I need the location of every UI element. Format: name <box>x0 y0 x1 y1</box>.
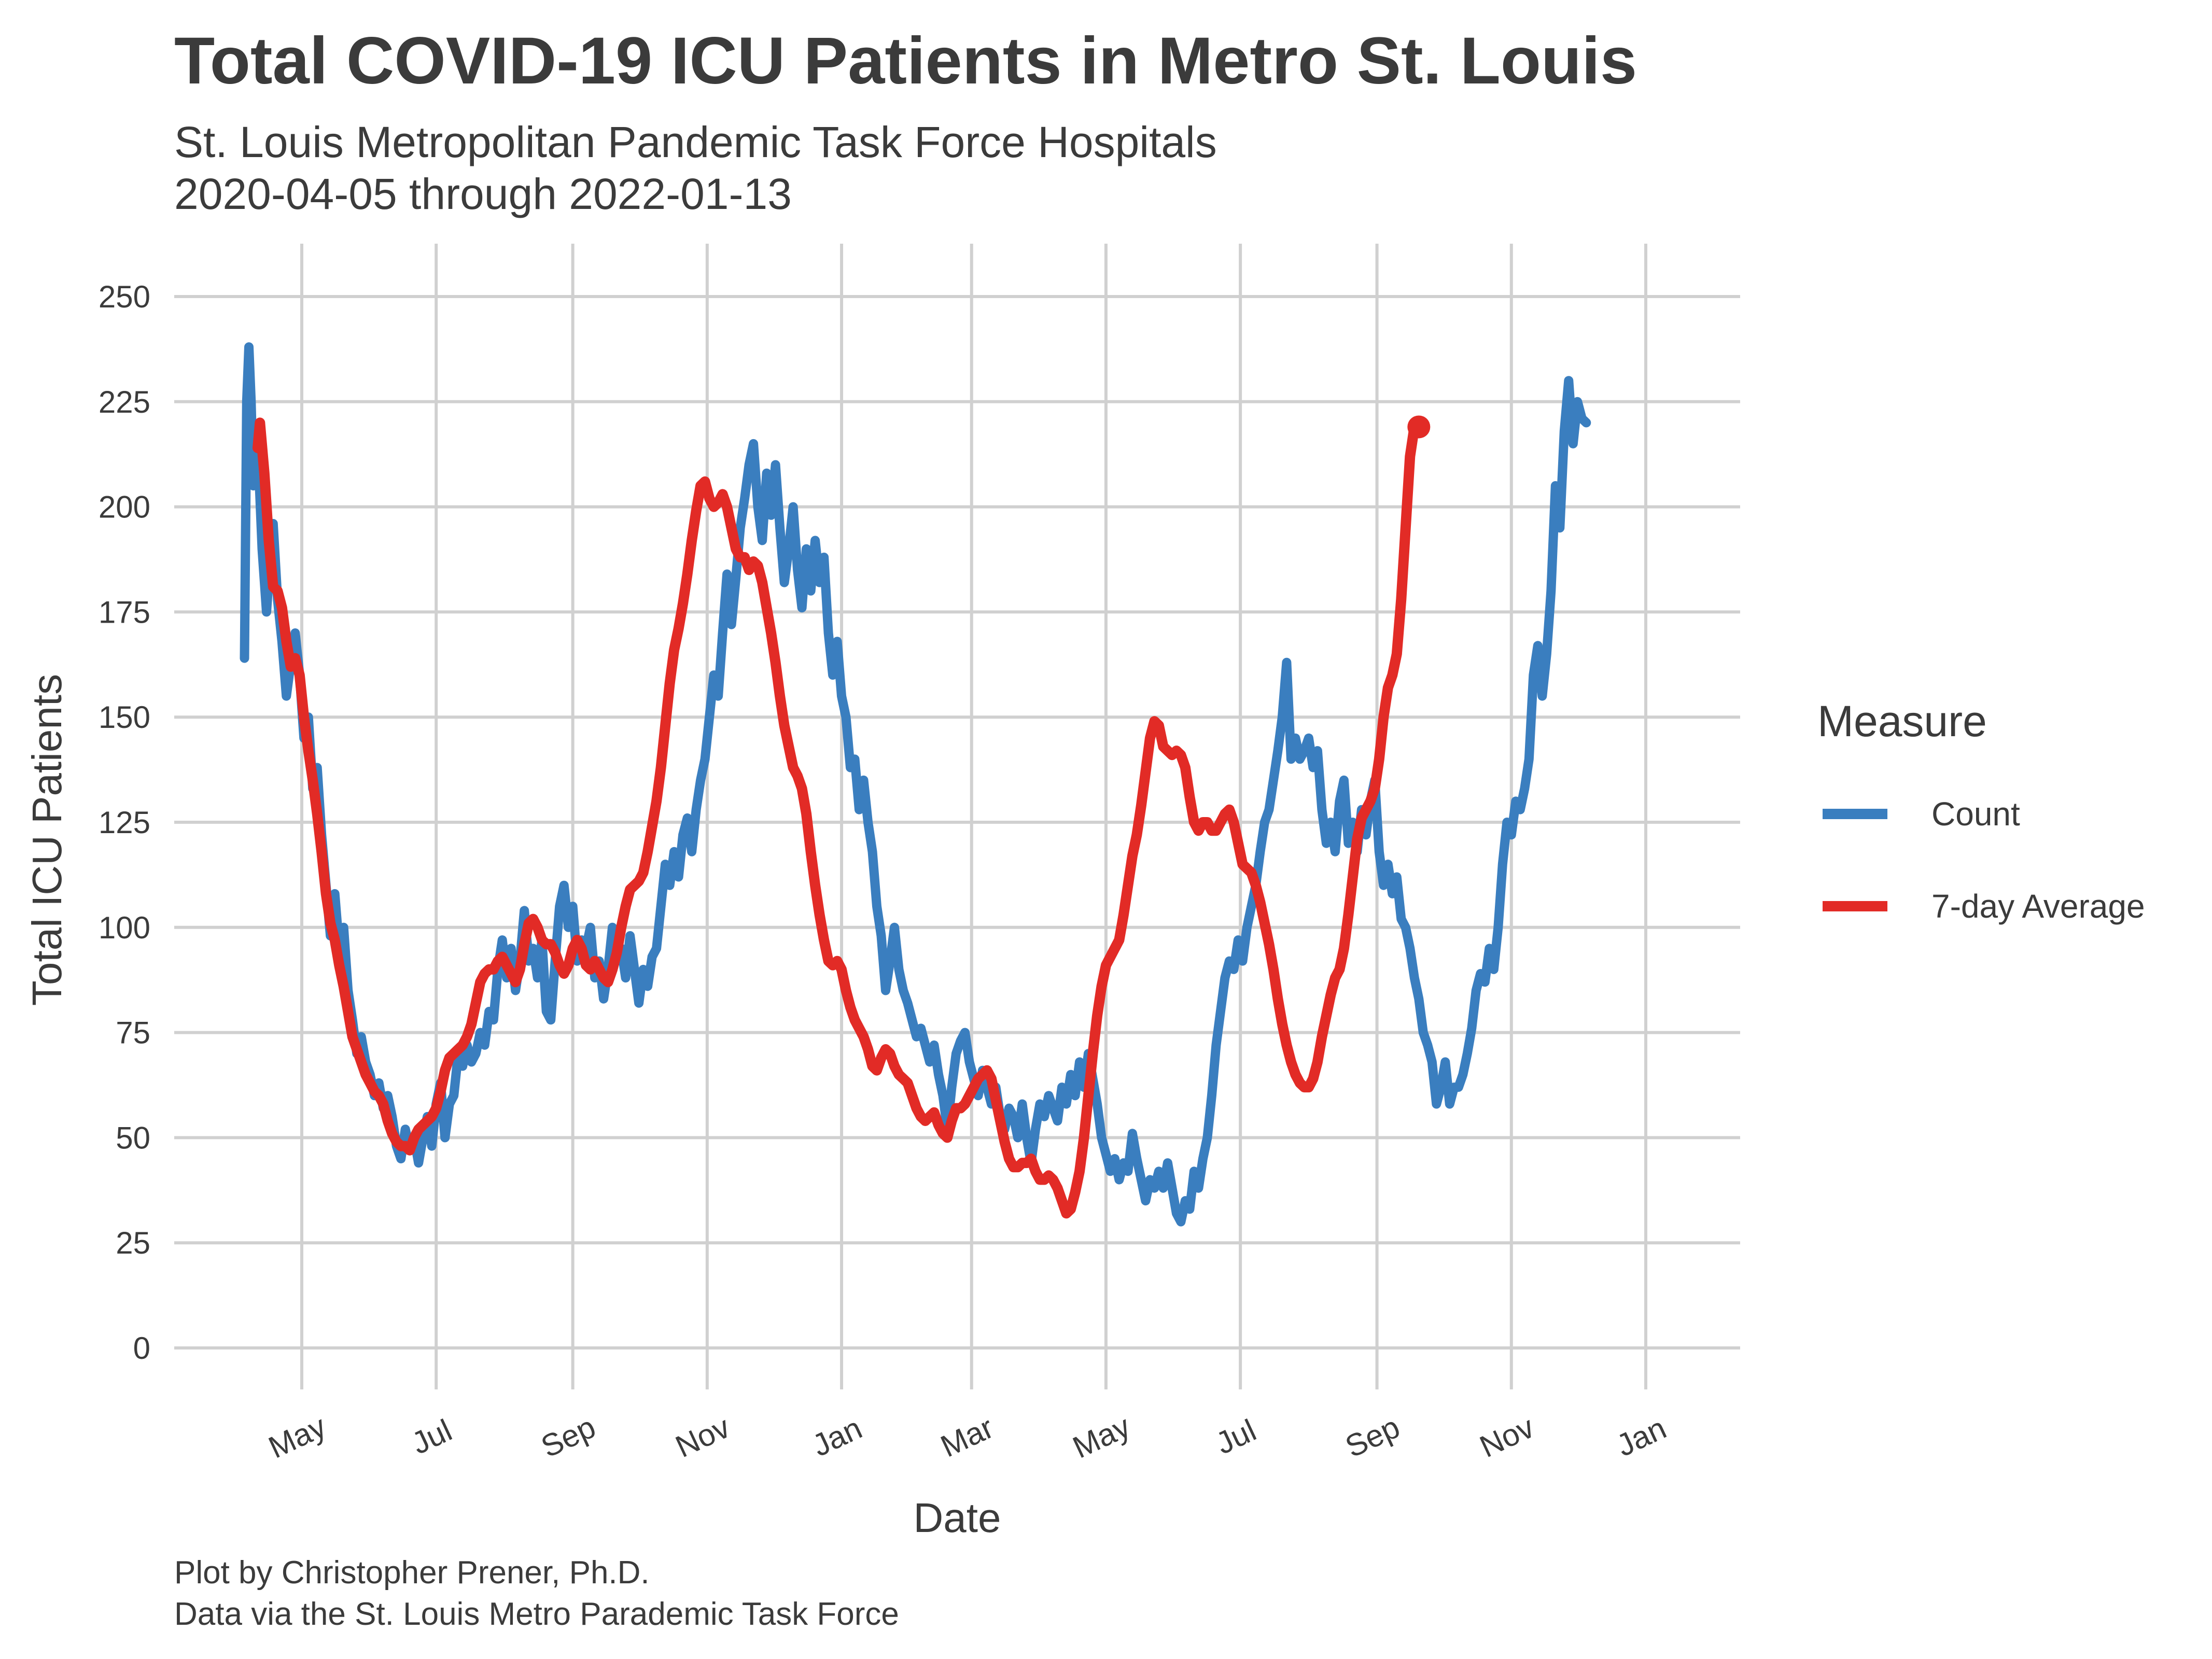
y-tick-label: 250 <box>99 279 150 314</box>
y-tick-label: 25 <box>116 1226 150 1260</box>
legend: Measure Count 7-day Average <box>1817 697 2145 925</box>
x-tick-label: May <box>263 1409 331 1465</box>
legend-label-count: Count <box>1931 795 2020 833</box>
x-tick-label: Jul <box>407 1413 457 1461</box>
y-tick-label: 100 <box>99 910 150 945</box>
series-endpoint-marker <box>1407 415 1431 439</box>
caption-line-1: Plot by Christopher Prener, Ph.D. <box>174 1555 650 1591</box>
x-tick-label: Jul <box>1211 1413 1262 1461</box>
x-axis-title: Date <box>914 1495 1001 1541</box>
x-gridlines <box>300 244 1647 1389</box>
legend-title: Measure <box>1817 697 1987 746</box>
y-axis-title: Total ICU Patients <box>24 674 70 1006</box>
x-tick-label: Sep <box>536 1409 600 1464</box>
x-tick-label: Nov <box>1475 1410 1539 1465</box>
y-tick-label: 150 <box>99 700 150 735</box>
chart-title: Total COVID-19 ICU Patients in Metro St.… <box>174 24 1637 98</box>
x-tick-label: Mar <box>935 1410 999 1464</box>
chart-subtitle-line-1: St. Louis Metropolitan Pandemic Task For… <box>174 118 1217 166</box>
x-tick-label: Sep <box>1340 1409 1405 1464</box>
caption-line-2: Data via the St. Louis Metro Parademic T… <box>174 1596 899 1632</box>
y-tick-label: 200 <box>99 490 150 525</box>
x-tick-label: Nov <box>670 1410 735 1465</box>
x-tick-labels: May Jul Sep Nov Jan Mar May Jul Sep Nov Jan <box>263 1409 1672 1465</box>
y-tick-labels: 0 25 50 75 100 125 150 175 200 225 250 <box>99 279 150 1366</box>
y-tick-label: 75 <box>116 1016 150 1050</box>
y-tick-label: 0 <box>133 1331 150 1366</box>
series-layer <box>240 342 1591 1227</box>
x-tick-label: Jan <box>1611 1411 1671 1464</box>
y-tick-label: 125 <box>99 805 150 840</box>
legend-label-7-day-average: 7-day Average <box>1931 888 2145 925</box>
series-line-7-day-average <box>253 417 1424 1219</box>
chart-subtitle-line-2: 2020-04-05 through 2022-01-13 <box>174 170 792 218</box>
y-tick-label: 225 <box>99 385 150 419</box>
y-tick-label: 50 <box>116 1120 150 1155</box>
x-tick-label: Jan <box>807 1411 867 1464</box>
y-tick-label: 175 <box>99 595 150 629</box>
x-tick-label: May <box>1068 1409 1136 1465</box>
